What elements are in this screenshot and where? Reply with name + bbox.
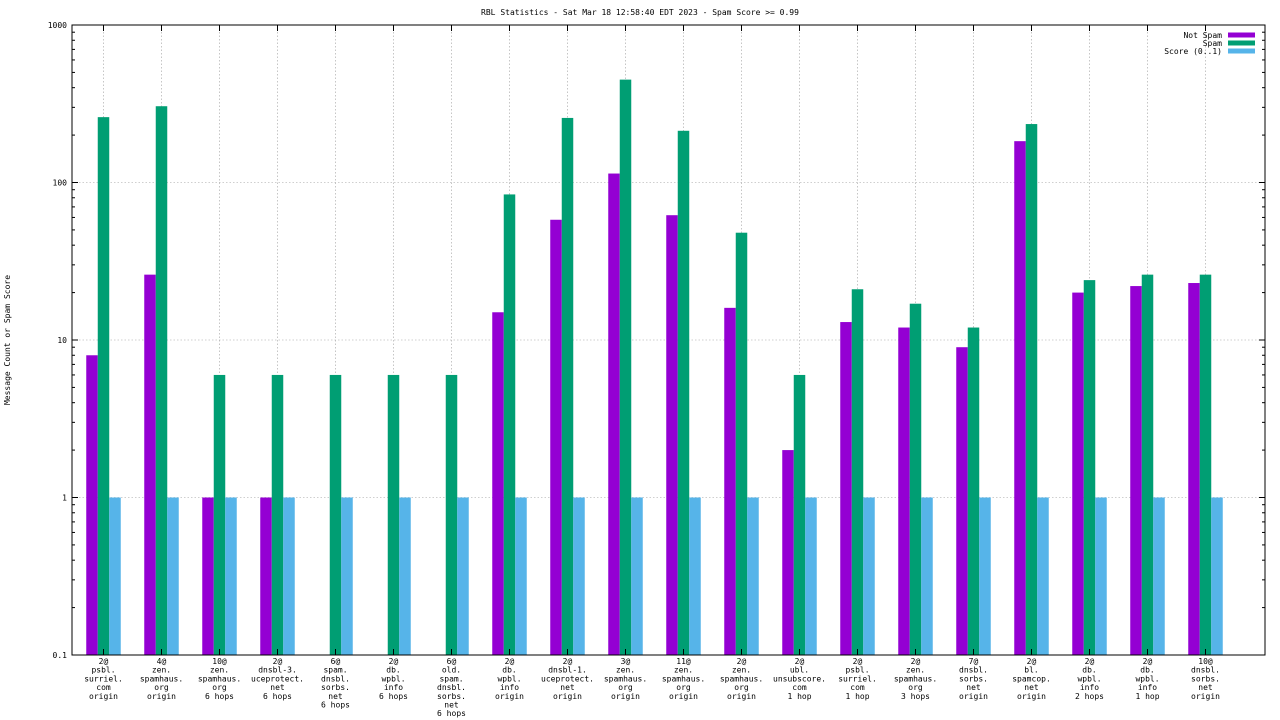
y-tick-label: 0.1 — [53, 651, 68, 660]
bar-score-0-1 — [225, 497, 237, 655]
bar-score-0-1 — [747, 497, 759, 655]
bar-score-0-1 — [167, 497, 179, 655]
bar-score-0-1 — [515, 497, 527, 655]
bar-spam — [213, 374, 226, 655]
bar-spam — [155, 106, 168, 655]
y-axis-label: Message Count or Spam Score — [3, 275, 12, 405]
bar-not-spam — [898, 327, 910, 655]
bar-spam — [677, 130, 690, 655]
bar-score-0-1 — [109, 497, 121, 655]
bar-score-0-1 — [1211, 497, 1223, 655]
x-tick-label: 6@ old. spam. dnsbl. sorbs. net 6 hops — [437, 657, 466, 718]
x-tick-label: 2@ zen. spamhaus. org origin — [720, 657, 763, 701]
bar-spam — [445, 374, 458, 655]
bar-spam — [561, 117, 574, 655]
bar-spam — [619, 79, 632, 656]
bar-score-0-1 — [341, 497, 353, 655]
bar-score-0-1 — [1153, 497, 1165, 655]
bar-score-0-1 — [689, 497, 701, 655]
bar-not-spam — [492, 312, 504, 655]
x-tick-label: 2@ zen. spamhaus. org 3 hops — [894, 657, 937, 701]
bar-spam — [97, 117, 110, 655]
x-tick-label: 2@ db. wpbl. info origin — [495, 657, 524, 701]
x-tick-label: 2@ ubl. unsubscore. com 1 hop — [773, 657, 826, 701]
bar-spam — [967, 327, 980, 655]
y-tick-label: 100 — [53, 179, 68, 188]
bar-not-spam — [782, 450, 794, 655]
bar-score-0-1 — [1095, 497, 1107, 655]
bar-spam — [503, 194, 516, 655]
x-tick-label: 7@ dnsbl. sorbs. net origin — [959, 657, 988, 701]
bar-spam — [1083, 280, 1096, 655]
bar-score-0-1 — [457, 497, 469, 655]
bar-not-spam — [550, 219, 562, 656]
bar-score-0-1 — [573, 497, 585, 655]
bar-not-spam — [840, 322, 852, 655]
bar-not-spam — [1188, 283, 1200, 655]
bar-spam — [1025, 124, 1038, 655]
bar-spam — [909, 303, 922, 655]
x-tick-label: 6@ spam. dnsbl. sorbs. net 6 hops — [321, 657, 350, 710]
bar-spam — [387, 374, 400, 655]
bar-not-spam — [956, 347, 968, 655]
x-tick-label: 10@ dnsbl. sorbs. net origin — [1191, 657, 1220, 701]
bar-not-spam — [1072, 292, 1084, 655]
bar-not-spam — [1130, 286, 1142, 655]
bar-not-spam — [260, 497, 272, 655]
bar-spam — [271, 374, 284, 655]
legend-swatch — [1228, 32, 1255, 38]
bar-spam — [851, 289, 864, 655]
x-tick-label: 2@ db. wpbl. info 6 hops — [379, 657, 408, 701]
bar-score-0-1 — [863, 497, 875, 655]
x-tick-label: 2@ bl. spamcop. net origin — [1012, 657, 1051, 701]
bar-spam — [793, 374, 806, 655]
x-tick-label: 4@ zen. spamhaus. org origin — [140, 657, 183, 701]
x-tick-label: 10@ zen. spamhaus. org 6 hops — [198, 657, 241, 701]
bar-not-spam — [724, 307, 736, 655]
y-tick-label: 1000 — [48, 21, 67, 30]
x-tick-label: 2@ dnsbl-3. uceprotect. net 6 hops — [251, 657, 304, 701]
bar-not-spam — [144, 274, 156, 655]
bars — [86, 79, 1223, 656]
legend-swatch — [1228, 48, 1255, 54]
bar-not-spam — [608, 173, 620, 656]
bar-score-0-1 — [921, 497, 933, 655]
bar-spam — [329, 374, 342, 655]
x-tick-label: 11@ zen. spamhaus. org origin — [662, 657, 705, 701]
bar-score-0-1 — [805, 497, 817, 655]
x-tick-label: 2@ psbl. surriel. com 1 hop — [838, 657, 877, 701]
bar-spam — [1141, 274, 1154, 655]
bar-score-0-1 — [979, 497, 991, 655]
bar-not-spam — [202, 497, 214, 655]
bar-not-spam — [666, 215, 678, 655]
bar-not-spam — [1014, 141, 1026, 656]
legend-swatch — [1228, 40, 1255, 46]
bar-spam — [735, 232, 748, 655]
bar-score-0-1 — [399, 497, 411, 655]
bar-spam — [1199, 274, 1212, 655]
y-tick-label: 1 — [62, 494, 67, 503]
legend-label: Score (0..1) — [1164, 47, 1222, 56]
bar-score-0-1 — [631, 497, 643, 655]
chart-title: RBL Statistics - Sat Mar 18 12:58:40 EDT… — [481, 8, 799, 17]
x-tick-label: 2@ psbl. surriel. com origin — [84, 657, 123, 701]
bar-score-0-1 — [1037, 497, 1049, 655]
x-tick-label: 3@ zen. spamhaus. org origin — [604, 657, 647, 701]
x-tick-label: 2@ dnsbl-1. uceprotect. net origin — [541, 657, 594, 701]
axis-ticks: 0.1 1 10 100 1000 2@ psbl. surriel. com origin 4@ z… — [48, 21, 1265, 718]
bar-score-0-1 — [283, 497, 295, 655]
legend-label: Not Spam — [1183, 31, 1222, 40]
y-tick-label: 10 — [57, 336, 67, 345]
legend-label: Spam — [1203, 39, 1222, 48]
bar-not-spam — [86, 355, 98, 655]
x-tick-label: 2@ db. wpbl. info 2 hops — [1075, 657, 1104, 701]
x-tick-label: 2@ db. wpbl. info 1 hop — [1135, 657, 1159, 701]
